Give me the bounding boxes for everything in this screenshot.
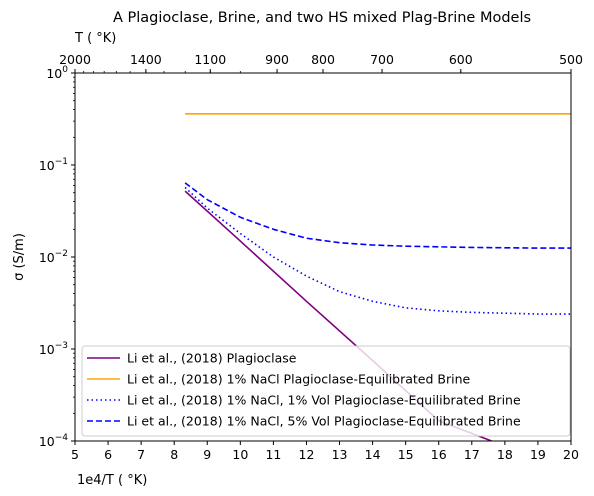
top-tick-label: 500 <box>559 52 583 67</box>
top-tick-label: 2000 <box>59 52 91 67</box>
legend-box <box>81 345 571 437</box>
x-tick-label: 9 <box>203 447 211 462</box>
y-tick-label: 100 <box>46 65 68 81</box>
y-tick-label: 10−3 <box>39 341 68 357</box>
x-tick-label: 11 <box>265 447 281 462</box>
x-tick-label: 17 <box>464 447 480 462</box>
x-tick-label: 20 <box>563 447 579 462</box>
plot-area: 5 6 7 8 9 10 11 12 13 14 15 16 17 18 19 20 2000 1400 1100 9… <box>39 52 583 462</box>
top-tick-label: 900 <box>265 52 289 67</box>
x-tick-label: 8 <box>170 447 178 462</box>
x-tick-label: 18 <box>497 447 513 462</box>
y-tick-label: 10−1 <box>39 157 68 173</box>
x-tick-label: 7 <box>137 447 145 462</box>
x-tick-label: 13 <box>332 447 348 462</box>
y-tick-label: 10−4 <box>39 433 68 449</box>
x-tick-label: 5 <box>71 447 79 462</box>
top-tick-label: 800 <box>311 52 335 67</box>
x-axis-label: 1e4/T ( °K) <box>77 473 147 488</box>
legend-label-2: Li et al., (2018) 1% NaCl Plagioclase-Eq… <box>127 372 471 387</box>
x-tick-label: 6 <box>104 447 112 462</box>
y-axis-label: σ (S/m) <box>12 233 27 281</box>
y-tick-label: 10−2 <box>39 249 68 265</box>
top-tick-label: 1100 <box>194 52 226 67</box>
top-tick-label: 1400 <box>130 52 162 67</box>
x-tick-label: 16 <box>431 447 447 462</box>
top-x-axis-label: T ( °K) <box>74 31 116 46</box>
top-tick-label: 600 <box>449 52 473 67</box>
legend: Li et al., (2018) Plagioclase Li et al., … <box>81 345 571 437</box>
legend-label-3: Li et al., (2018) 1% NaCl, 1% Vol Plagio… <box>127 393 521 408</box>
top-tick-label: 700 <box>370 52 394 67</box>
x-tick-label: 10 <box>232 447 248 462</box>
series-line-4 <box>184 182 571 249</box>
x-tick-label: 14 <box>365 447 381 462</box>
chart-title: A Plagioclase, Brine, and two HS mixed P… <box>113 10 531 26</box>
x-tick-label: 19 <box>530 447 546 462</box>
legend-label-1: Li et al., (2018) Plagioclase <box>127 351 297 366</box>
plot-frame <box>74 72 572 442</box>
series-line-3 <box>184 186 571 315</box>
legend-label-4: Li et al., (2018) 1% NaCl, 5% Vol Plagio… <box>127 414 521 429</box>
x-tick-label: 12 <box>299 447 315 462</box>
x-tick-label: 15 <box>398 447 414 462</box>
